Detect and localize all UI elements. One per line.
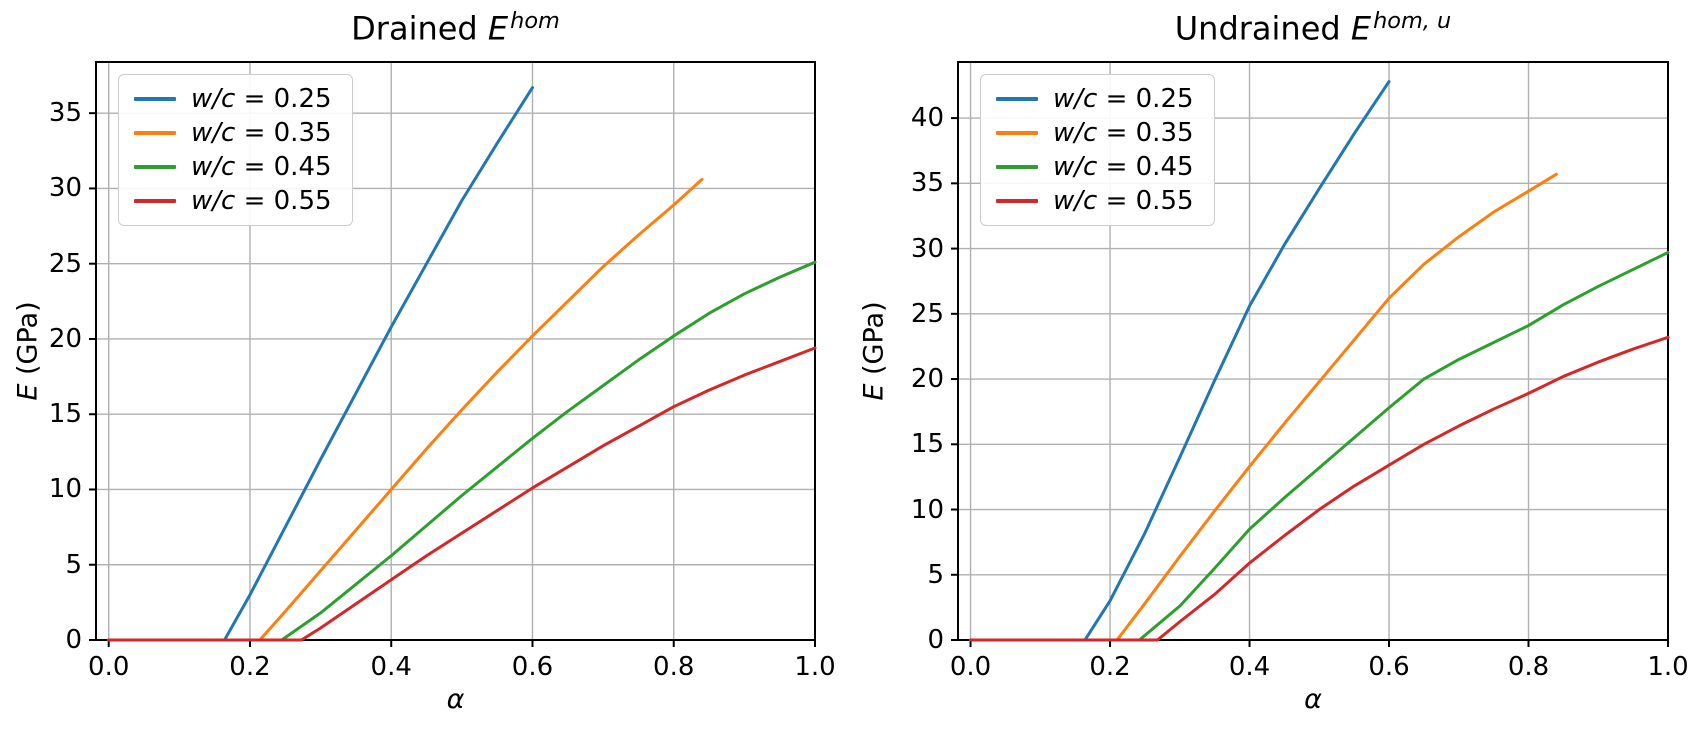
- legend-label: w/c = 0.35: [1053, 118, 1194, 148]
- legend-line-swatch: [134, 97, 176, 101]
- x-axis-symbol: α: [1304, 684, 1322, 715]
- legend-label: w/c = 0.25: [1053, 84, 1194, 114]
- legend-label: w/c = 0.55: [1053, 186, 1194, 216]
- legend-undrained: w/c = 0.25 w/c = 0.35 w/c = 0.45 w/c = 0…: [980, 74, 1215, 226]
- series-line-0.45: [969, 250, 1670, 642]
- y-tick-label: 35: [48, 98, 82, 129]
- title-text: Undrained: [1174, 9, 1351, 48]
- x-tick-label: 0.8: [1507, 652, 1550, 682]
- x-axis-label: α: [96, 684, 815, 715]
- legend-item: w/c = 0.25: [134, 84, 332, 114]
- axes-area-drained: [89, 61, 817, 647]
- plot-drained: Drained Ehom E (GPa) α w/c = 0.25 w/c = …: [13, 8, 836, 715]
- x-tick-label: 0.2: [229, 652, 271, 682]
- x-tick-label: 0.0: [949, 652, 992, 682]
- y-tick-label: 35: [910, 168, 944, 199]
- legend-item: w/c = 0.45: [996, 152, 1194, 182]
- plot-title-undrained: Undrained Ehom, u: [958, 8, 1668, 48]
- legend-label: w/c = 0.25: [191, 84, 332, 114]
- title-superscript: hom, u: [1373, 8, 1452, 34]
- title-symbol: E: [1350, 9, 1372, 48]
- legend-label: w/c = 0.35: [191, 118, 332, 148]
- y-tick-label: 20: [910, 364, 944, 395]
- legend-item: w/c = 0.35: [134, 118, 332, 148]
- legend-item: w/c = 0.45: [134, 152, 332, 182]
- y-tick-label: 30: [910, 233, 944, 264]
- y-tick-label: 15: [910, 429, 944, 460]
- x-tick-label: 1.0: [794, 652, 836, 682]
- x-tick-label: 0.2: [1089, 652, 1131, 682]
- y-tick-label: 5: [65, 549, 82, 580]
- title-text: Drained: [351, 9, 488, 48]
- y-tick-label: 10: [910, 494, 944, 525]
- title-superscript: hom: [510, 8, 560, 34]
- title-symbol: E: [487, 9, 509, 48]
- series-line-0.55: [107, 346, 817, 642]
- legend-line-swatch: [134, 131, 176, 135]
- y-tick-label: 25: [48, 248, 82, 279]
- legend-item: w/c = 0.55: [996, 186, 1194, 216]
- legend-item: w/c = 0.25: [996, 84, 1194, 114]
- x-tick-label: 0.0: [88, 652, 130, 682]
- x-axis-symbol: α: [446, 684, 465, 715]
- legend-drained: w/c = 0.25 w/c = 0.35 w/c = 0.45 w/c = 0…: [118, 74, 353, 226]
- legend-line-swatch: [996, 199, 1038, 203]
- y-tick-label: 20: [48, 323, 82, 354]
- legend-line-swatch: [996, 131, 1038, 135]
- x-tick-label: 0.6: [511, 652, 554, 682]
- y-tick-label: 10: [48, 474, 82, 505]
- plot-title-drained: Drained Ehom: [96, 8, 815, 48]
- y-tick-label: 0: [927, 625, 944, 655]
- legend-line-swatch: [134, 165, 176, 169]
- y-tick-label: 25: [910, 298, 944, 329]
- legend-label: w/c = 0.55: [191, 186, 332, 216]
- legend-item: w/c = 0.35: [996, 118, 1194, 148]
- x-tick-label: 0.8: [653, 652, 695, 682]
- series-line-0.35: [969, 172, 1558, 642]
- x-tick-label: 0.4: [370, 652, 412, 682]
- y-tick-label: 15: [48, 399, 82, 430]
- y-tick-label: 0: [65, 625, 82, 655]
- x-tick-label: 0.4: [1228, 652, 1271, 682]
- x-axis-label: α: [958, 684, 1668, 715]
- series-line-0.35: [107, 177, 704, 642]
- legend-line-swatch: [134, 199, 176, 203]
- legend-label: w/c = 0.45: [191, 152, 332, 182]
- series-line-0.45: [107, 260, 817, 642]
- series-line-0.25: [969, 80, 1391, 642]
- plot-undrained: Undrained Ehom, u E (GPa) α w/c = 0.25 w…: [859, 8, 1689, 715]
- y-tick-label: 30: [48, 173, 82, 204]
- series-line-0.25: [107, 86, 534, 642]
- x-tick-label: 0.6: [1368, 652, 1410, 682]
- legend-line-swatch: [996, 97, 1038, 101]
- legend-label: w/c = 0.45: [1053, 152, 1194, 182]
- y-tick-label: 5: [927, 559, 944, 590]
- legend-line-swatch: [996, 165, 1038, 169]
- x-tick-label: 1.0: [1647, 652, 1689, 682]
- series-line-0.55: [969, 335, 1670, 642]
- legend-item: w/c = 0.55: [134, 186, 332, 216]
- y-tick-label: 40: [910, 103, 944, 134]
